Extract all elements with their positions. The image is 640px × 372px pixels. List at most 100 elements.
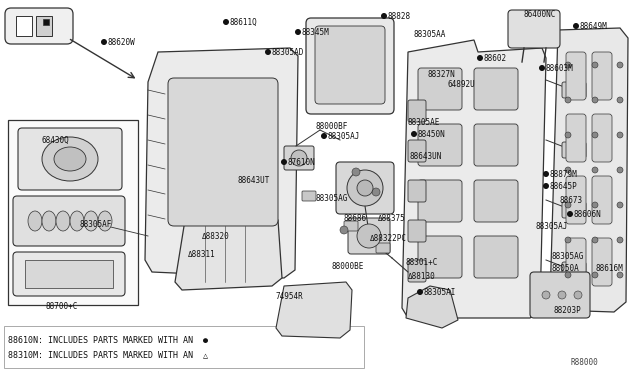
Ellipse shape [281, 159, 287, 165]
Text: 88828: 88828 [388, 12, 411, 21]
Ellipse shape [42, 211, 56, 231]
Ellipse shape [84, 211, 98, 231]
FancyBboxPatch shape [408, 180, 426, 202]
FancyBboxPatch shape [315, 26, 385, 104]
FancyBboxPatch shape [474, 180, 518, 222]
Text: 88700+C: 88700+C [46, 302, 78, 311]
FancyBboxPatch shape [592, 238, 612, 286]
Ellipse shape [477, 55, 483, 61]
FancyBboxPatch shape [348, 218, 390, 254]
FancyBboxPatch shape [408, 260, 426, 282]
Ellipse shape [98, 211, 112, 231]
FancyBboxPatch shape [302, 191, 316, 201]
Text: 88645P: 88645P [550, 182, 578, 191]
Ellipse shape [295, 29, 301, 35]
Ellipse shape [565, 167, 571, 173]
Text: 88305AF: 88305AF [80, 220, 113, 229]
Ellipse shape [56, 211, 70, 231]
FancyBboxPatch shape [336, 162, 394, 214]
FancyBboxPatch shape [474, 124, 518, 166]
Text: 88305AG: 88305AG [316, 194, 348, 203]
Text: 88305AE: 88305AE [408, 118, 440, 127]
Ellipse shape [617, 132, 623, 138]
Ellipse shape [592, 202, 598, 208]
Text: Δ88311: Δ88311 [188, 250, 216, 259]
Text: 88310M: INCLUDES PARTS MARKED WITH AN  △: 88310M: INCLUDES PARTS MARKED WITH AN △ [8, 350, 208, 359]
Text: 88305AD: 88305AD [272, 48, 305, 57]
Text: 88879M: 88879M [550, 170, 578, 179]
Text: 88000BF: 88000BF [316, 122, 348, 131]
Text: 88050A: 88050A [552, 264, 580, 273]
FancyBboxPatch shape [168, 78, 278, 226]
Text: Δ88320: Δ88320 [202, 232, 230, 241]
FancyBboxPatch shape [284, 146, 314, 170]
FancyBboxPatch shape [562, 202, 586, 218]
Ellipse shape [592, 167, 598, 173]
FancyBboxPatch shape [13, 196, 125, 246]
Ellipse shape [357, 224, 381, 248]
Text: 88673: 88673 [560, 196, 583, 205]
Ellipse shape [101, 39, 107, 45]
Bar [4, 326, 364, 368]
Polygon shape [145, 48, 298, 278]
Text: 88345M: 88345M [302, 28, 330, 37]
FancyBboxPatch shape [592, 52, 612, 100]
FancyBboxPatch shape [566, 52, 586, 100]
Ellipse shape [617, 167, 623, 173]
Polygon shape [406, 286, 458, 328]
FancyBboxPatch shape [376, 243, 390, 253]
Text: 88203P: 88203P [554, 306, 582, 315]
Bar [8, 120, 138, 305]
Ellipse shape [352, 168, 360, 176]
FancyBboxPatch shape [306, 18, 394, 114]
Polygon shape [276, 282, 352, 338]
Text: 64892U: 64892U [448, 80, 476, 89]
FancyBboxPatch shape [562, 262, 586, 278]
Text: 88305AJ: 88305AJ [536, 222, 568, 231]
Ellipse shape [565, 202, 571, 208]
FancyBboxPatch shape [508, 10, 560, 48]
FancyBboxPatch shape [18, 128, 122, 190]
Text: 88643UN: 88643UN [410, 152, 442, 161]
Text: Δ88130: Δ88130 [408, 272, 436, 281]
FancyBboxPatch shape [474, 236, 518, 278]
Text: 88643UT: 88643UT [238, 176, 270, 185]
FancyBboxPatch shape [418, 68, 462, 110]
FancyBboxPatch shape [5, 8, 73, 44]
Text: 88000BE: 88000BE [332, 262, 364, 271]
Polygon shape [550, 28, 628, 312]
FancyBboxPatch shape [418, 124, 462, 166]
Ellipse shape [617, 272, 623, 278]
Text: Δ88322PC: Δ88322PC [370, 234, 407, 243]
Ellipse shape [592, 272, 598, 278]
Ellipse shape [592, 62, 598, 68]
Ellipse shape [543, 171, 549, 177]
Ellipse shape [417, 289, 423, 295]
Ellipse shape [372, 188, 380, 196]
Ellipse shape [539, 65, 545, 71]
Bar [16, 16, 32, 36]
Text: 88649M: 88649M [580, 22, 608, 31]
Text: 88450N: 88450N [418, 130, 445, 139]
Ellipse shape [347, 170, 383, 206]
FancyBboxPatch shape [562, 142, 586, 158]
Ellipse shape [617, 97, 623, 103]
FancyBboxPatch shape [566, 176, 586, 224]
FancyBboxPatch shape [408, 220, 426, 242]
FancyBboxPatch shape [566, 114, 586, 162]
Text: 88606N: 88606N [574, 210, 602, 219]
FancyBboxPatch shape [592, 114, 612, 162]
FancyBboxPatch shape [408, 140, 426, 162]
Polygon shape [175, 214, 282, 290]
Ellipse shape [543, 183, 549, 189]
Ellipse shape [617, 237, 623, 243]
Ellipse shape [617, 202, 623, 208]
Ellipse shape [592, 237, 598, 243]
Ellipse shape [565, 62, 571, 68]
FancyBboxPatch shape [530, 272, 590, 318]
Bar [36, 16, 52, 36]
Ellipse shape [321, 133, 327, 139]
Text: 68430Q: 68430Q [42, 136, 70, 145]
Ellipse shape [573, 23, 579, 29]
Text: 87610N: 87610N [288, 158, 316, 167]
